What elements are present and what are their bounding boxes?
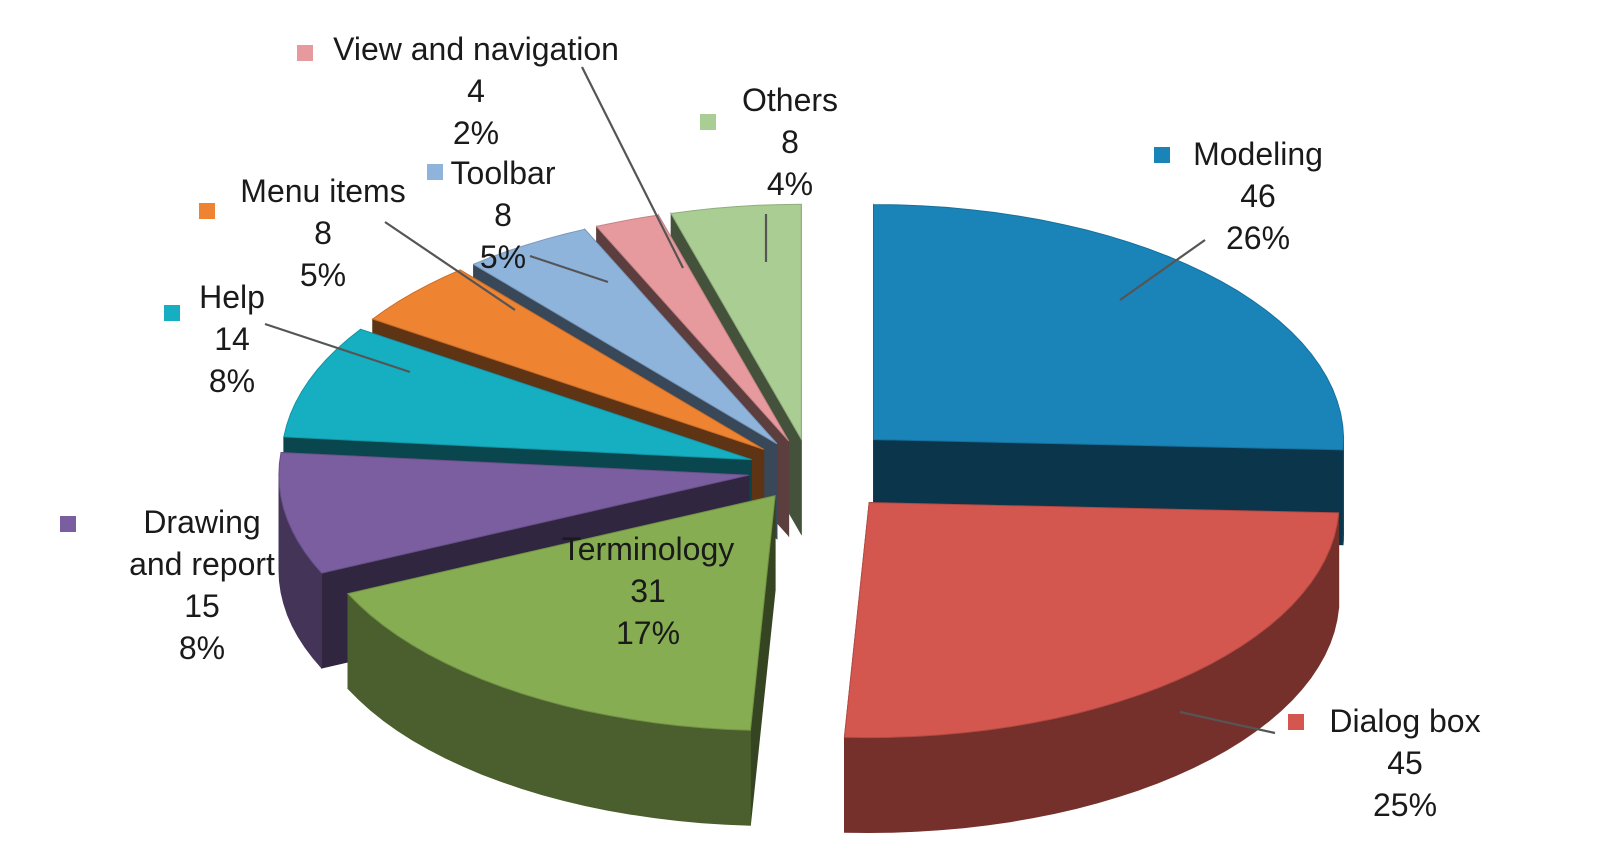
- percent-label: 26%: [1226, 220, 1290, 256]
- label-view-and-navigation: View and navigation 4 2%: [297, 31, 684, 269]
- data-label-terminology: Terminology 31 17%: [562, 531, 735, 651]
- legend-swatch-drawing-and-report: [60, 516, 76, 532]
- data-label-menu-items: Menu items 8 5%: [240, 173, 405, 293]
- data-label-toolbar: Toolbar 8 5%: [451, 155, 556, 275]
- value-label: 15: [184, 588, 220, 624]
- percent-label: 4%: [767, 166, 813, 202]
- leader-line-menu-items: [384, 221, 516, 311]
- value-label: 31: [630, 573, 666, 609]
- slice-top-menu-items: [371, 269, 764, 450]
- percent-label: 17%: [616, 615, 680, 651]
- leader-line-modeling: [1119, 239, 1206, 301]
- percent-label: 2%: [453, 115, 499, 151]
- data-label-dialog-box: Dialog box 45 25%: [1329, 703, 1480, 823]
- percent-label: 5%: [300, 257, 346, 293]
- category-label: Menu items: [240, 173, 405, 209]
- leader-line-view-and-navigation: [581, 66, 684, 269]
- slice-top-others: [670, 203, 802, 442]
- percent-label: 8%: [179, 630, 225, 666]
- label-toolbar: Toolbar 8 5%: [427, 155, 609, 284]
- slice-outer-wall-modeling: [1342, 439, 1344, 545]
- slice-top-dialog-box: [843, 502, 1340, 739]
- leader-line-toolbar: [529, 254, 609, 284]
- label-modeling: Modeling 46 26%: [1119, 136, 1323, 301]
- data-label-modeling: Modeling 46 26%: [1193, 136, 1323, 256]
- label-menu-items: Menu items 8 5%: [199, 173, 516, 311]
- value-label: 45: [1387, 745, 1423, 781]
- category-label: View and navigation: [333, 31, 619, 67]
- legend-swatch-toolbar: [427, 164, 443, 180]
- slice-dialog-box: [843, 502, 1340, 834]
- category-label: Drawing: [143, 504, 260, 540]
- data-label-view-and-navigation: View and navigation 4 2%: [333, 31, 619, 151]
- category-label: Terminology: [562, 531, 735, 567]
- label-dialog-box: Dialog box 45 25%: [1179, 703, 1481, 823]
- slice-top-modeling: [873, 203, 1345, 451]
- value-label: 14: [214, 321, 250, 357]
- slice-terminology: [346, 494, 776, 826]
- percent-label: 8%: [209, 363, 255, 399]
- slice-top-terminology: [346, 494, 776, 732]
- category-label: Help: [199, 279, 265, 315]
- label-others: Others 8 4%: [700, 82, 838, 262]
- slice-top-drawing-and-report: [278, 451, 749, 574]
- leader-line-dialog-box: [1179, 710, 1276, 735]
- legend-swatch-help: [164, 305, 180, 321]
- data-label-others: Others 8 4%: [742, 82, 838, 202]
- label-terminology: Terminology 31 17%: [562, 531, 735, 651]
- value-label: 46: [1240, 178, 1276, 214]
- percent-label: 5%: [480, 239, 526, 275]
- value-label: 4: [467, 73, 485, 109]
- value-label: 8: [494, 197, 512, 233]
- percent-label: 25%: [1373, 787, 1437, 823]
- data-label-drawing-and-report: Drawing and report 15 8%: [129, 504, 275, 666]
- category-label: Toolbar: [451, 155, 556, 191]
- slice-top-help: [283, 328, 752, 461]
- legend-swatch-menu-items: [199, 203, 215, 219]
- category-label: Dialog box: [1329, 703, 1480, 739]
- legend-swatch-modeling: [1154, 147, 1170, 163]
- slice-top-toolbar: [472, 228, 778, 445]
- legend-swatch-dialog-box: [1288, 714, 1304, 730]
- data-label-help: Help 14 8%: [199, 279, 265, 399]
- value-label: 8: [781, 124, 799, 160]
- category-label: Modeling: [1193, 136, 1323, 172]
- legend-swatch-others: [700, 114, 716, 130]
- data-labels: Modeling 46 26% Dialog box 45 25% Terminology 3…: [60, 31, 1481, 823]
- value-label: 8: [314, 215, 332, 251]
- category-label: and report: [129, 546, 275, 582]
- label-drawing-and-report: Drawing and report 15 8%: [60, 504, 275, 666]
- pie-body: [278, 203, 1345, 834]
- label-help: Help 14 8%: [164, 279, 411, 399]
- legend-swatch-view-and-navigation: [297, 45, 313, 61]
- leader-line-help: [264, 322, 411, 374]
- category-label: Others: [742, 82, 838, 118]
